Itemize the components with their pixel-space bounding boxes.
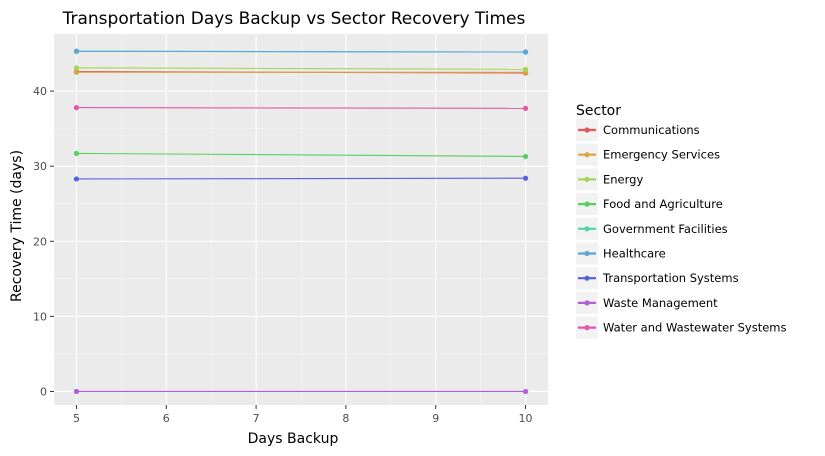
y-tick-label: 20 [33,235,47,248]
legend-key-point [584,275,590,281]
y-tick-label: 10 [33,310,47,323]
y-axis-title: Recovery Time (days) [9,150,25,302]
data-point [73,150,80,157]
y-tick-label: 0 [40,385,47,398]
data-point [522,153,529,160]
data-point [73,104,80,111]
chart-title: Transportation Days Backup vs Sector Rec… [62,9,526,29]
x-tick-label: 10 [519,412,533,425]
legend-label: Government Facilities [603,222,728,236]
legend-key-point [584,250,590,257]
data-point [522,105,529,111]
legend-label: Waste Management [603,296,718,310]
data-point [73,69,80,75]
legend-label: Food and Agriculture [603,197,723,211]
series-line-3 [76,152,526,157]
legend-title: Sector [576,103,621,119]
legend-label: Healthcare [603,247,666,261]
data-point [522,175,529,181]
legend-key-point [584,201,590,207]
data-point [73,388,80,395]
x-tick-label: 5 [73,412,80,425]
data-point [73,48,80,54]
legend-key-point [584,325,590,331]
x-tick-label: 9 [432,412,439,425]
series-line-8 [76,107,526,109]
legend-label: Energy [603,172,643,186]
data-point [522,49,529,55]
legend-label: Emergency Services [603,148,720,162]
data-point [73,65,80,71]
x-tick-label: 6 [163,412,170,425]
series-line-6 [76,177,526,180]
series-line-5 [76,50,526,53]
legend-key-point [584,176,590,182]
legend-key-point [584,127,590,133]
series-line-2 [76,67,526,70]
y-tick-label: 40 [33,85,47,98]
data-point [522,388,529,395]
legend-key-point [584,300,590,306]
data-point [73,176,80,182]
legend-key-point [584,226,590,232]
legend-key-point [584,152,590,158]
legend-label: Transportation Systems [602,271,739,285]
y-tick-label: 30 [33,160,47,173]
plot-area: 5 6 7 8 9 10 0 10 20 30 40 [33,34,548,425]
x-tick-label: 7 [253,412,260,425]
legend-label: Water and Wastewater Systems [603,321,787,335]
x-axis-title: Days Backup [248,431,339,447]
data-point [522,66,529,72]
legend-label: Communications [603,123,700,137]
legend: Sector Communications Emergency Services E… [576,103,787,339]
x-tick-label: 8 [342,412,349,425]
